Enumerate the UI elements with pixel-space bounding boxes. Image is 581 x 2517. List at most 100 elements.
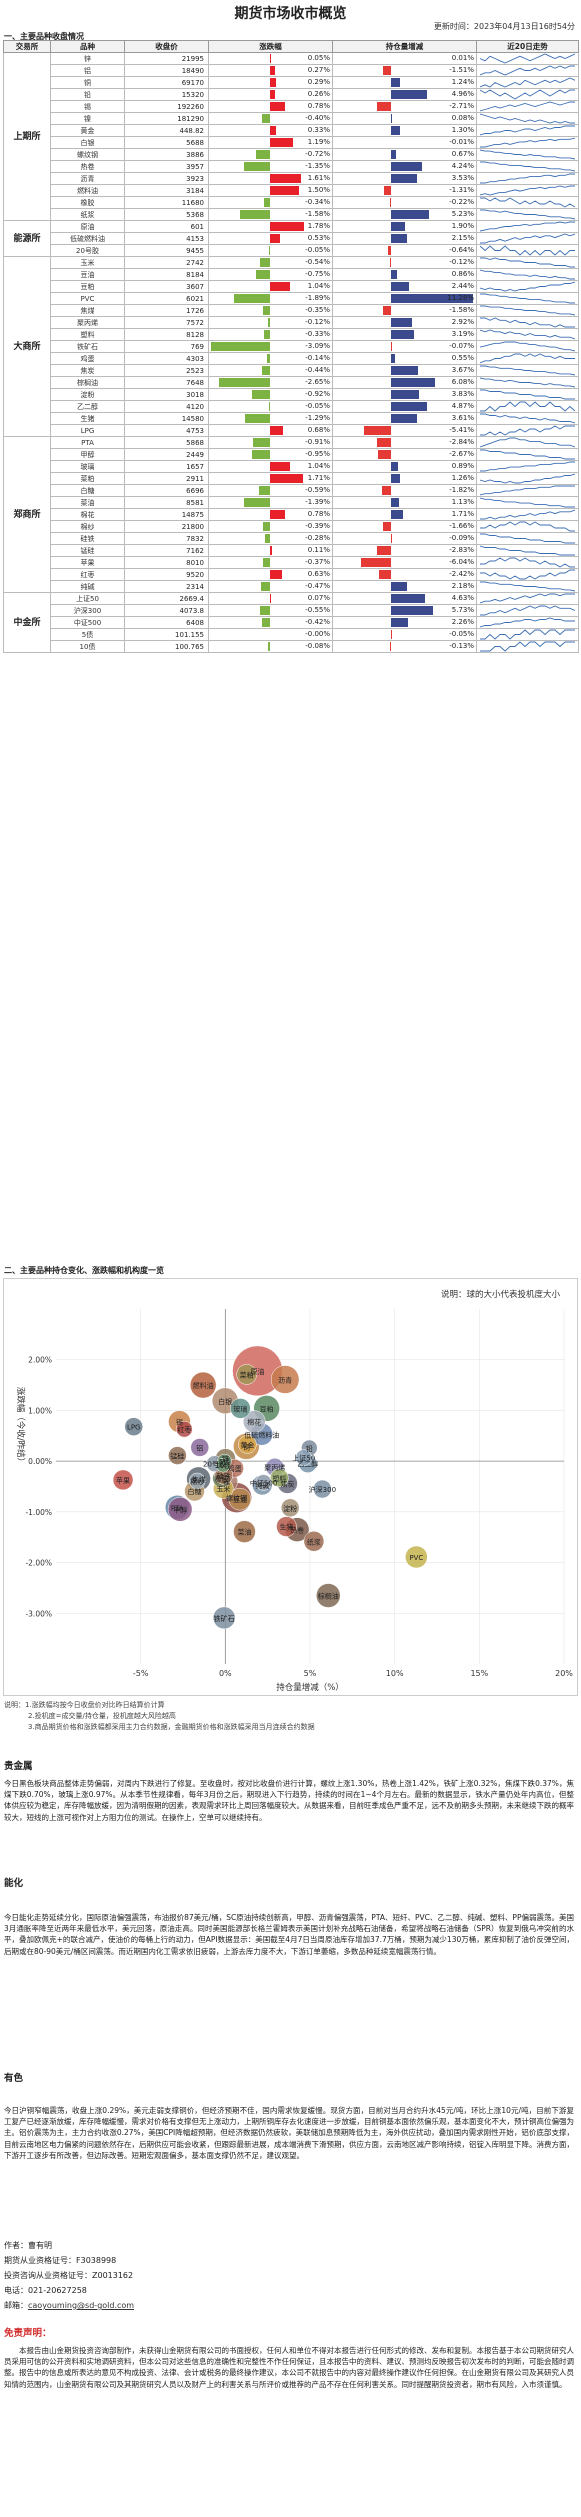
product-name: 豆粕 [50, 280, 125, 293]
table-row: 热卷 3957 -1.35% 4.24% [4, 160, 579, 173]
change-value: -0.91% [305, 438, 330, 446]
disclaimer-title: 免责声明： [4, 2328, 52, 2339]
product-name: 白糖 [50, 484, 125, 497]
product-name: 5债 [50, 628, 125, 641]
bubble-label: 中证500 [250, 1478, 277, 1487]
open-interest-cell: 3.19% [332, 328, 477, 341]
trend-sparkline [480, 305, 575, 316]
product-name: 中证500 [50, 616, 125, 629]
product-name: 铝 [50, 64, 125, 77]
product-name: 黄金 [50, 124, 125, 137]
table-row: 乙二醇 4120 -0.05% 4.87% [4, 400, 579, 413]
open-interest-value: -1.82% [449, 486, 474, 494]
trend-cell [476, 400, 579, 413]
trend-sparkline [480, 545, 575, 556]
open-interest-value: 1.24% [451, 78, 474, 86]
trend-line [480, 53, 575, 64]
bubble-label: 铁矿石 [214, 1614, 235, 1623]
author-email-link[interactable]: caoyouming@sd-gold.com [28, 2301, 135, 2310]
change-value: -0.12% [305, 318, 330, 326]
trend-line [480, 497, 575, 508]
close-price: 4073.8 [124, 604, 209, 617]
close-price: 9520 [124, 568, 209, 581]
trend-cell [476, 124, 579, 137]
bubble-铁矿石 [212, 1606, 236, 1630]
open-interest-cell: 11.28% [332, 292, 477, 305]
open-interest-bar [391, 498, 400, 507]
trend-line [480, 593, 575, 604]
product-name: 纯碱 [50, 580, 125, 593]
open-interest-cell: 1.26% [332, 472, 477, 485]
trend-cell [476, 436, 579, 449]
trend-cell [476, 88, 579, 101]
trend-line [480, 269, 575, 280]
trend-line [480, 65, 575, 76]
close-price: 6696 [124, 484, 209, 497]
product-name: 红枣 [50, 568, 125, 581]
page-title: 期货市场收市概览 [234, 6, 347, 22]
change-bar [270, 426, 283, 435]
open-interest-value: -1.58% [449, 306, 474, 314]
trend-cell [476, 604, 579, 617]
change-cell: -0.35% [208, 304, 333, 317]
change-cell: 0.78% [208, 508, 333, 521]
change-value: -0.05% [305, 402, 330, 410]
change-cell: -2.65% [208, 376, 333, 389]
bubble-沪深300 [313, 1479, 332, 1499]
open-interest-value: -1.31% [449, 186, 474, 194]
open-interest-cell: 1.24% [332, 76, 477, 89]
trend-cell [476, 460, 579, 473]
open-interest-cell: -2.83% [332, 544, 477, 557]
bubble-label: 螺纹钢 [226, 1494, 247, 1503]
trend-line [480, 521, 575, 532]
table-row: 10债 100.765 -0.08% -0.13% [4, 640, 579, 653]
change-value: 1.04% [307, 462, 330, 470]
bubble-label: 锌 [222, 1455, 229, 1464]
change-bar [233, 294, 270, 303]
product-name: 鸡蛋 [50, 352, 125, 365]
product-name: 上证50 [50, 592, 125, 605]
product-name: 乙二醇 [50, 400, 125, 413]
table-row: 豆粕 3607 1.04% 2.44% [4, 280, 579, 293]
open-interest-cell: 3.61% [332, 412, 477, 425]
change-cell: -0.34% [208, 196, 333, 209]
open-interest-bar [391, 510, 404, 519]
trend-line [480, 329, 575, 340]
change-value: 1.61% [307, 174, 330, 182]
change-value: -0.34% [305, 198, 330, 206]
open-interest-cell: -1.51% [332, 64, 477, 77]
trend-line [480, 629, 575, 640]
open-interest-value: -2.67% [449, 450, 474, 458]
change-bar [262, 114, 270, 123]
trend-cell [476, 172, 579, 185]
table-row: 低硫燃料油 4153 0.53% 2.15% [4, 232, 579, 245]
open-interest-cell: -0.22% [332, 196, 477, 209]
bubble-label: 苹果 [116, 1476, 130, 1485]
open-interest-cell: 1.90% [332, 220, 477, 233]
close-price: 181290 [124, 112, 209, 125]
open-interest-cell: 0.08% [332, 112, 477, 125]
open-interest-value: 1.30% [451, 126, 474, 134]
open-interest-cell: 6.08% [332, 376, 477, 389]
product-name: 沥青 [50, 172, 125, 185]
change-bar [259, 258, 270, 267]
open-interest-bar [391, 270, 398, 279]
bubble-纸浆 [303, 1531, 325, 1552]
open-interest-cell: -1.31% [332, 184, 477, 197]
product-name: 锌 [50, 52, 125, 65]
product-name: 纸浆 [50, 208, 125, 221]
bubble-label: 棕榈油 [318, 1592, 339, 1601]
open-interest-cell: -0.12% [332, 256, 477, 269]
bubble-label: 燃料油 [193, 1381, 214, 1390]
trend-sparkline [480, 293, 575, 304]
change-bar [264, 534, 270, 543]
trend-line [480, 305, 575, 316]
change-bar [270, 510, 285, 519]
close-price: 3607 [124, 280, 209, 293]
change-value: 0.78% [307, 102, 330, 110]
open-interest-cell: 0.55% [332, 352, 477, 365]
trend-line [480, 317, 575, 328]
table-row: 白银 5688 1.19% -0.01% [4, 136, 579, 149]
open-interest-value: 2.15% [451, 234, 474, 242]
close-price: 6408 [124, 616, 209, 629]
